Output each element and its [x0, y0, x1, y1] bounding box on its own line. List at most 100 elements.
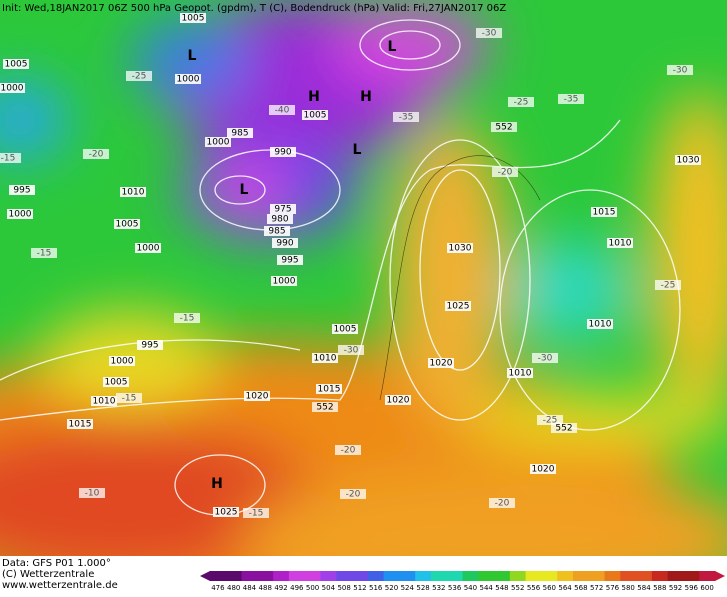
label-box: [338, 345, 364, 355]
pressure-center: L: [188, 48, 197, 64]
footer-line: (C) Wetterzentrale: [2, 569, 94, 580]
colorbar-swatch: [588, 571, 606, 581]
footer-line: Data: GFS P01 1.000°: [2, 558, 111, 569]
label-box: [675, 155, 701, 165]
label-box: [335, 445, 361, 455]
label-box: [135, 243, 161, 253]
colorbar-swatch: [399, 571, 416, 581]
label-box: [316, 384, 342, 394]
colorbar-swatch: [683, 571, 700, 581]
header-text: Init: Wed,18JAN2017 06Z 500 hPa Geopot. …: [2, 3, 506, 14]
colorbar-label: 576: [606, 584, 620, 592]
label-box: [0, 153, 21, 163]
label-box: [277, 255, 303, 265]
colorbar-label: 584: [637, 584, 651, 592]
colorbar-label: 476: [211, 584, 225, 592]
isobar-label: 1005: [105, 378, 128, 388]
colorbar-swatch: [320, 571, 337, 581]
isobar-label: 1000: [111, 357, 134, 367]
colorbar-swatch: [667, 571, 684, 581]
temperature-label: -40: [275, 106, 290, 116]
isobar-label: 1000: [177, 75, 200, 85]
label-box: [508, 97, 534, 107]
colorbar-swatch: [651, 571, 669, 581]
colorbar-swatch: [241, 571, 258, 581]
isobar-label: 1010: [589, 320, 612, 330]
colorbar-label: 480: [227, 584, 240, 592]
pressure-center: H: [308, 89, 320, 105]
temperature-label: -35: [564, 95, 579, 105]
isobar-label: 990: [276, 239, 293, 249]
temperature-label: -15: [1, 154, 16, 164]
temperature-label: -30: [538, 354, 553, 364]
colorbar-swatch: [257, 571, 274, 581]
label-box: [83, 149, 109, 159]
colorbar-swatch: [509, 571, 527, 581]
temperature-label: -25: [661, 281, 676, 291]
colorbar-label: 600: [700, 584, 713, 592]
colorbar-swatch: [699, 571, 716, 581]
label-box: [312, 353, 338, 363]
temperature-label: -20: [341, 446, 356, 456]
isobar-label: 1025: [215, 508, 238, 518]
isobar-label: 1015: [593, 208, 616, 218]
pressure-center: L: [388, 39, 397, 55]
label-box: [332, 324, 358, 334]
temperature-label: -20: [495, 499, 510, 509]
label-box: [116, 393, 142, 403]
label-box: [445, 301, 471, 311]
isobar-label: 1015: [69, 420, 92, 430]
label-box: [31, 248, 57, 258]
colorbar-label: 548: [495, 584, 508, 592]
isobar-label: 985: [231, 129, 248, 139]
label-box: [103, 377, 129, 387]
isobar-label: 1010: [314, 354, 337, 364]
label-box: [120, 187, 146, 197]
label-box: [476, 28, 502, 38]
colorbar-label: 564: [558, 584, 572, 592]
colorbar-swatch: [336, 571, 353, 581]
colorbar-swatch: [367, 571, 385, 581]
colorbar-swatch: [225, 571, 243, 581]
isobar-label: 1005: [182, 14, 205, 24]
isobar-label: 990: [274, 148, 291, 158]
pressure-center: H: [211, 476, 223, 492]
colorbar-arrow: [715, 571, 725, 581]
temperature-label: -15: [180, 314, 195, 324]
pressure-center: H: [360, 89, 372, 105]
colorbar-swatch: [557, 571, 574, 581]
label-box: [267, 214, 293, 224]
temperature-label: -20: [89, 150, 104, 160]
temperature-label: -35: [399, 113, 414, 123]
temperature-label: -20: [346, 490, 361, 500]
temperature-label: -25: [132, 72, 147, 82]
label-box: [507, 368, 533, 378]
colorbar-swatch: [415, 571, 432, 581]
label-box: [91, 396, 117, 406]
isobar-label: 995: [13, 186, 30, 196]
colorbar-label: 524: [401, 584, 415, 592]
isobar-label: 995: [141, 341, 158, 351]
label-box: [175, 74, 201, 84]
label-box: [532, 353, 558, 363]
label-box: [272, 238, 298, 248]
label-box: [137, 340, 163, 350]
label-box: [537, 415, 563, 425]
label-box: [264, 226, 290, 236]
colorbar-label: 568: [574, 584, 587, 592]
label-box: [213, 507, 239, 517]
isobar-label: 1000: [1, 84, 24, 94]
isobar-label: 975: [274, 205, 291, 215]
label-box: [114, 219, 140, 229]
isobar-label: 1005: [304, 111, 327, 121]
colorbar-swatch: [604, 571, 621, 581]
colorbar-swatch: [636, 571, 653, 581]
geopotential-label: 552: [495, 123, 512, 133]
label-box: [174, 313, 200, 323]
label-box: [3, 59, 29, 69]
label-box: [340, 489, 366, 499]
label-box: [393, 112, 419, 122]
colorbar-label: 592: [669, 584, 682, 592]
label-box: [655, 280, 681, 290]
